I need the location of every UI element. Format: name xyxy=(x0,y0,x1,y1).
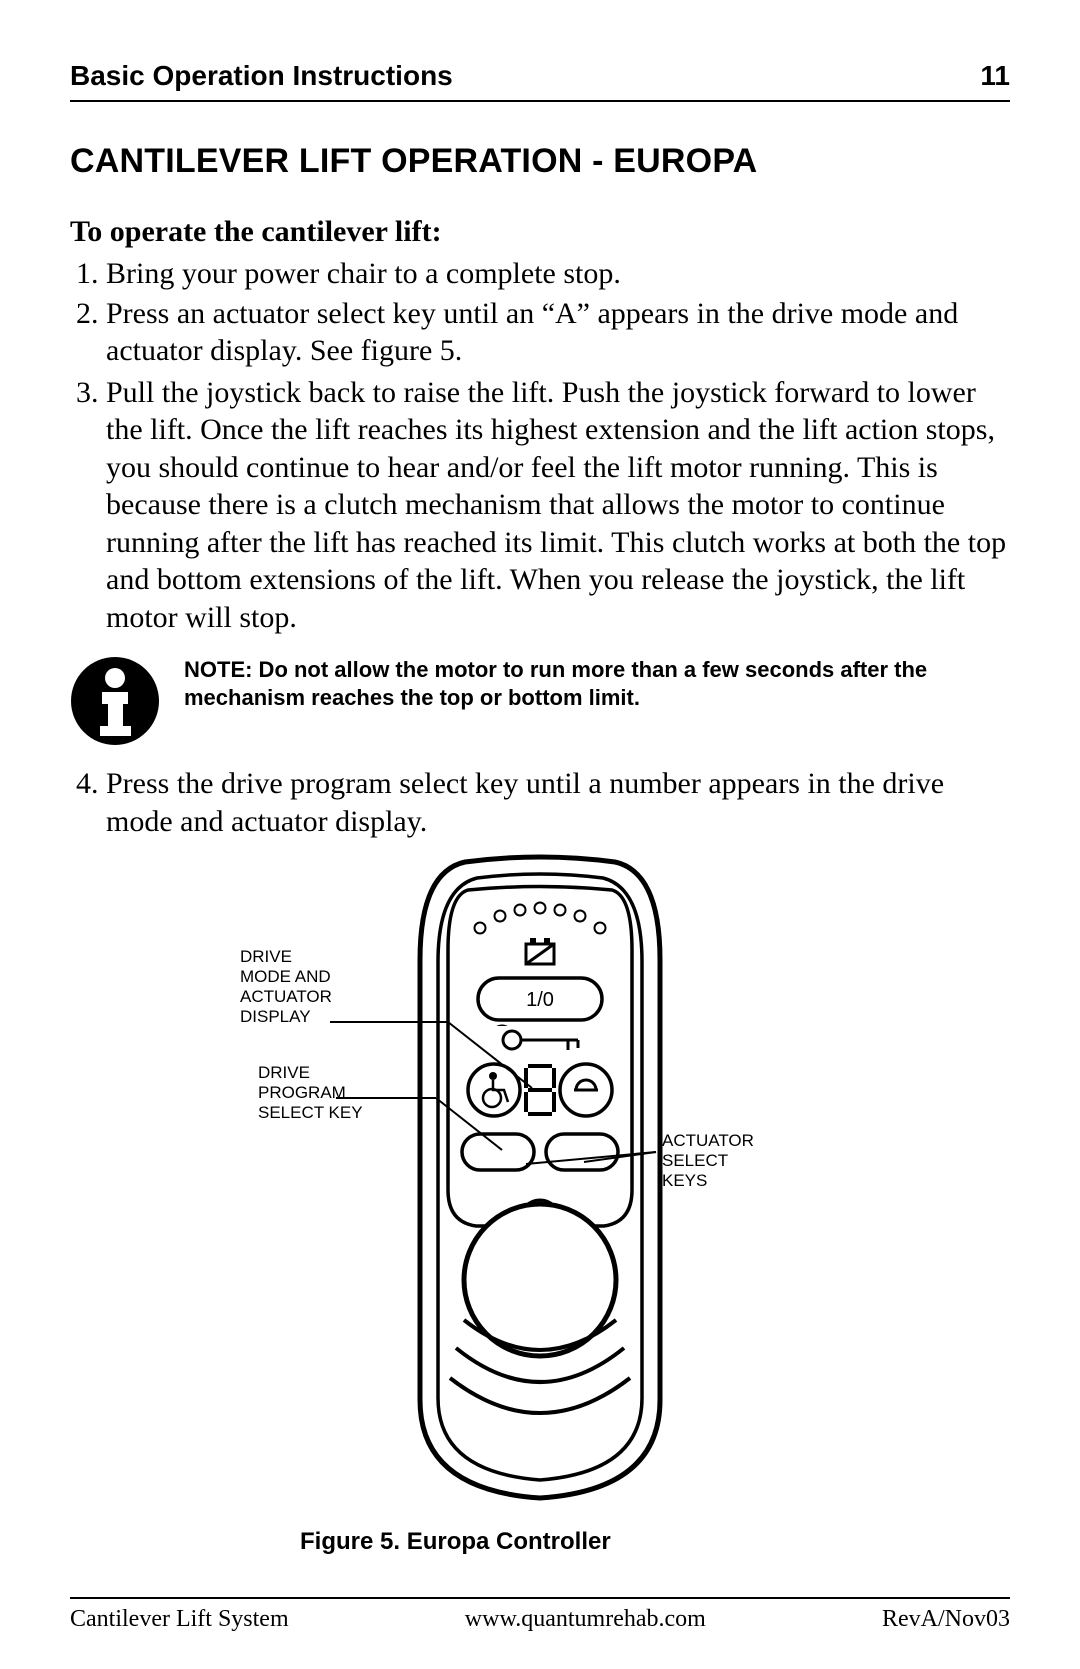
label-drive-mode-1: DRIVE xyxy=(240,947,292,966)
label-actuator-1: ACTUATOR xyxy=(662,1131,754,1150)
page-title: CANTILEVER LIFT OPERATION - EUROPA xyxy=(70,142,1010,181)
label-drive-prog-2: PROGRAM xyxy=(258,1083,346,1102)
label-actuator-2: SELECT xyxy=(662,1151,728,1170)
figure-5: 1/0 xyxy=(70,850,1010,1510)
header-rule xyxy=(70,100,1010,102)
step-4: Press the drive program select key until… xyxy=(106,765,1010,840)
on-off-label: 1/0 xyxy=(526,989,554,1011)
label-drive-mode-2: MODE AND xyxy=(240,967,331,986)
section-subhead: To operate the cantilever lift: xyxy=(70,215,1010,249)
footer-right: RevA/Nov03 xyxy=(882,1606,1010,1633)
header-left: Basic Operation Instructions xyxy=(70,60,453,92)
label-drive-mode-3: ACTUATOR xyxy=(240,987,332,1006)
label-drive-prog-1: DRIVE xyxy=(258,1063,310,1082)
info-icon xyxy=(70,656,160,751)
steps-list-continued: Press the drive program select key until… xyxy=(70,765,1010,840)
header-page-number: 11 xyxy=(980,60,1010,92)
note-text: NOTE: Do not allow the motor to run more… xyxy=(184,656,1010,711)
footer-center: www.quantumrehab.com xyxy=(465,1606,706,1633)
step-1: Bring your power chair to a complete sto… xyxy=(106,255,1010,293)
page: Basic Operation Instructions 11 CANTILEV… xyxy=(0,0,1080,1669)
figure-caption: Figure 5. Europa Controller xyxy=(300,1528,1010,1556)
page-footer: Cantilever Lift System www.quantumrehab.… xyxy=(70,1606,1010,1633)
label-drive-mode-4: DISPLAY xyxy=(240,1007,311,1026)
page-header: Basic Operation Instructions 11 xyxy=(70,60,1010,92)
step-2: Press an actuator select key until an “A… xyxy=(106,295,1010,370)
footer-rule xyxy=(70,1597,1010,1599)
label-actuator-3: KEYS xyxy=(662,1171,707,1190)
note-block: NOTE: Do not allow the motor to run more… xyxy=(70,656,1010,751)
label-drive-prog-3: SELECT KEY xyxy=(258,1103,363,1122)
steps-list: Bring your power chair to a complete sto… xyxy=(70,255,1010,636)
footer-left: Cantilever Lift System xyxy=(70,1606,289,1633)
step-3: Pull the joystick back to raise the lift… xyxy=(106,374,1010,637)
